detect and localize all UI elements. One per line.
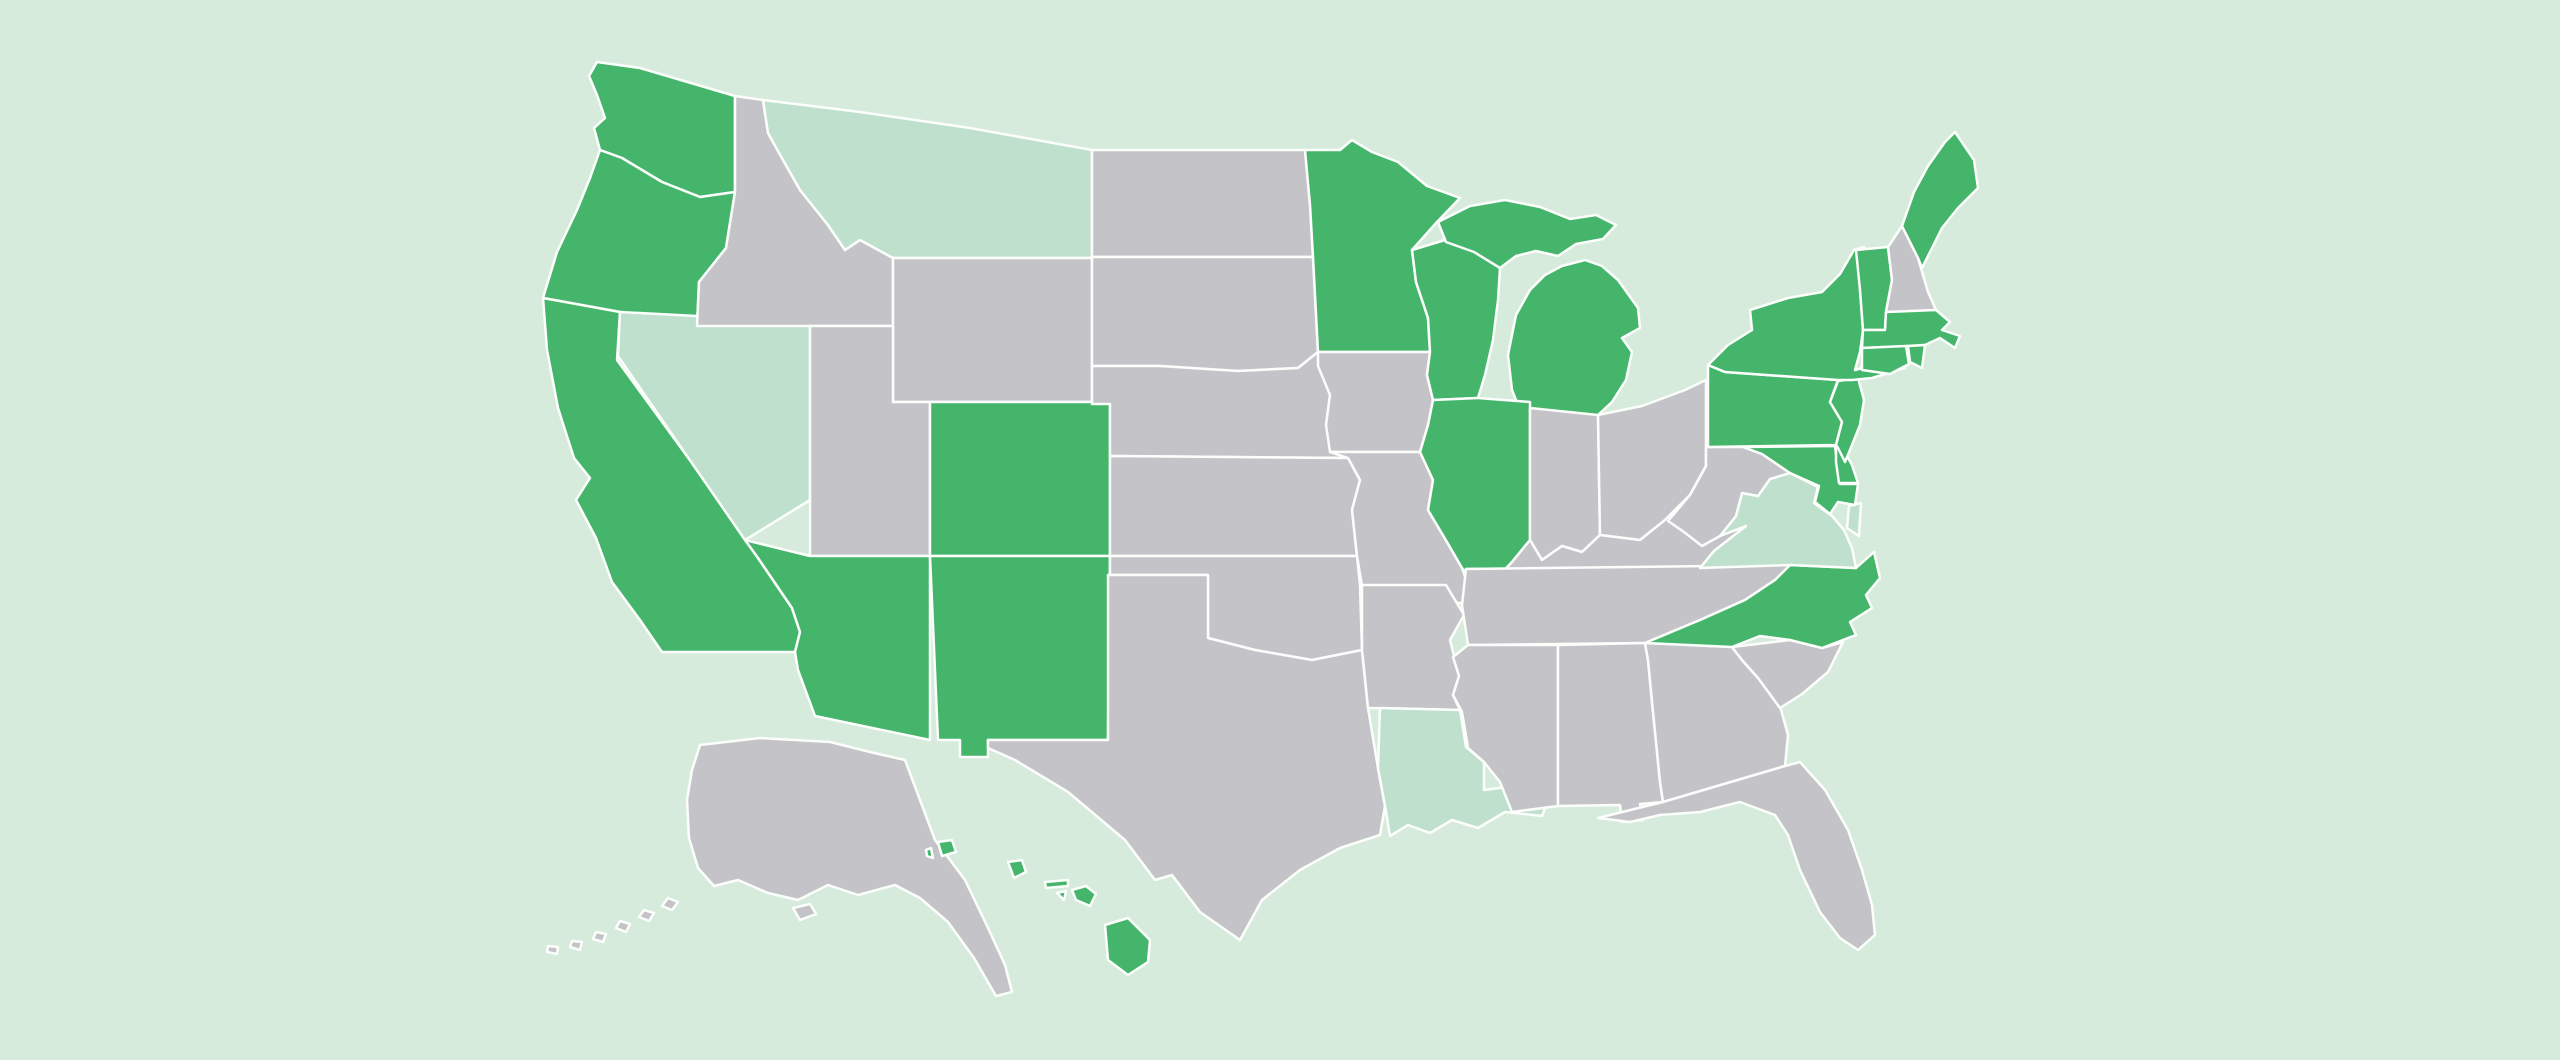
state-co[interactable]: [928, 400, 1112, 558]
state-nj[interactable]: [1828, 376, 1866, 464]
state-in[interactable]: [1528, 406, 1602, 562]
state-sd[interactable]: [1090, 255, 1320, 373]
state-ri[interactable]: [1906, 343, 1927, 370]
state-mt[interactable]: [761, 98, 1094, 260]
state-tx[interactable]: [986, 573, 1387, 942]
state-me[interactable]: [1900, 130, 1980, 270]
state-fl[interactable]: [1596, 760, 1877, 952]
state-hi[interactable]: [924, 838, 1152, 977]
state-nc[interactable]: [1643, 550, 1882, 650]
state-ak[interactable]: [545, 736, 1014, 998]
state-ar[interactable]: [1360, 583, 1466, 712]
state-mi[interactable]: [1436, 198, 1642, 417]
state-nd[interactable]: [1090, 148, 1315, 259]
state-az[interactable]: [743, 538, 932, 742]
state-ct[interactable]: [1860, 344, 1911, 376]
states-layer: [541, 60, 1980, 998]
state-ia[interactable]: [1316, 350, 1435, 454]
state-ks[interactable]: [1108, 454, 1362, 558]
state-wy[interactable]: [891, 256, 1094, 404]
state-al[interactable]: [1556, 641, 1665, 824]
state-nm[interactable]: [928, 554, 1112, 759]
